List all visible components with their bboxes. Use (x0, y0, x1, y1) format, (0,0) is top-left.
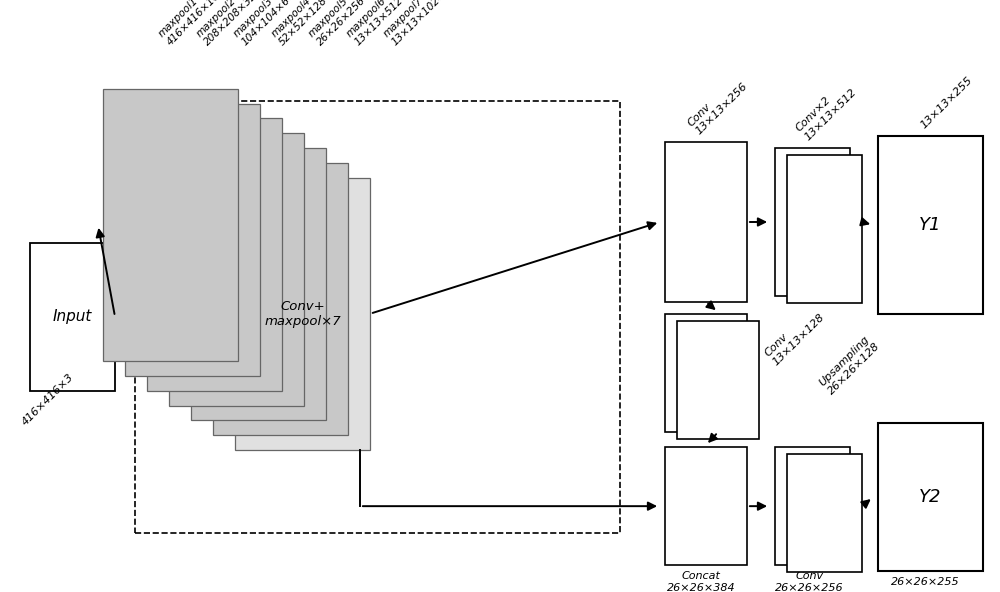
Text: maxpool5
26×26×256: maxpool5 26×26×256 (307, 0, 367, 47)
Bar (775, 447, 850, 565)
Bar (103, 89, 238, 361)
Text: Conv×2
13×13×512: Conv×2 13×13×512 (794, 78, 858, 142)
Text: Conv
13×13×128: Conv 13×13×128 (763, 303, 827, 367)
Bar (665, 142, 747, 302)
Text: maxpool2
208×208×32: maxpool2 208×208×32 (194, 0, 259, 47)
Text: Input: Input (53, 309, 92, 324)
Text: Concat
26×26×384: Concat 26×26×384 (667, 571, 735, 592)
Bar (30, 243, 115, 391)
Text: maxpool1
416×416×16: maxpool1 416×416×16 (157, 0, 222, 47)
Bar (787, 454, 862, 572)
Text: Y1: Y1 (919, 216, 942, 234)
Bar (665, 447, 747, 565)
Bar (147, 118, 282, 391)
Text: Conv+
maxpool×7: Conv+ maxpool×7 (264, 300, 341, 328)
Text: 416×416×3: 416×416×3 (20, 372, 76, 427)
Bar (787, 155, 862, 303)
Text: maxpool4
52×52×128: maxpool4 52×52×128 (269, 0, 330, 47)
Bar (135, 101, 620, 533)
Bar (125, 104, 260, 376)
Bar (213, 163, 348, 435)
Text: 26×26×255: 26×26×255 (891, 577, 960, 587)
Text: Y2: Y2 (919, 488, 942, 506)
Text: maxpool6
13×13×512: maxpool6 13×13×512 (344, 0, 405, 47)
Text: Conv
26×26×256: Conv 26×26×256 (775, 571, 844, 592)
Text: Conv
13×13×256: Conv 13×13×256 (686, 72, 750, 136)
Text: maxpool3
104×104×64: maxpool3 104×104×64 (232, 0, 297, 47)
Bar (677, 321, 759, 439)
Bar (878, 136, 983, 314)
Bar (878, 423, 983, 571)
Text: 13×13×255: 13×13×255 (918, 75, 974, 130)
Text: maxpool7
13×13×1024: maxpool7 13×13×1024 (382, 0, 447, 47)
Bar (775, 148, 850, 296)
Bar (235, 178, 370, 450)
Bar (191, 148, 326, 420)
Text: Upsampling
26×26×128: Upsampling 26×26×128 (818, 333, 882, 397)
Bar (665, 314, 747, 432)
Bar (169, 133, 304, 406)
